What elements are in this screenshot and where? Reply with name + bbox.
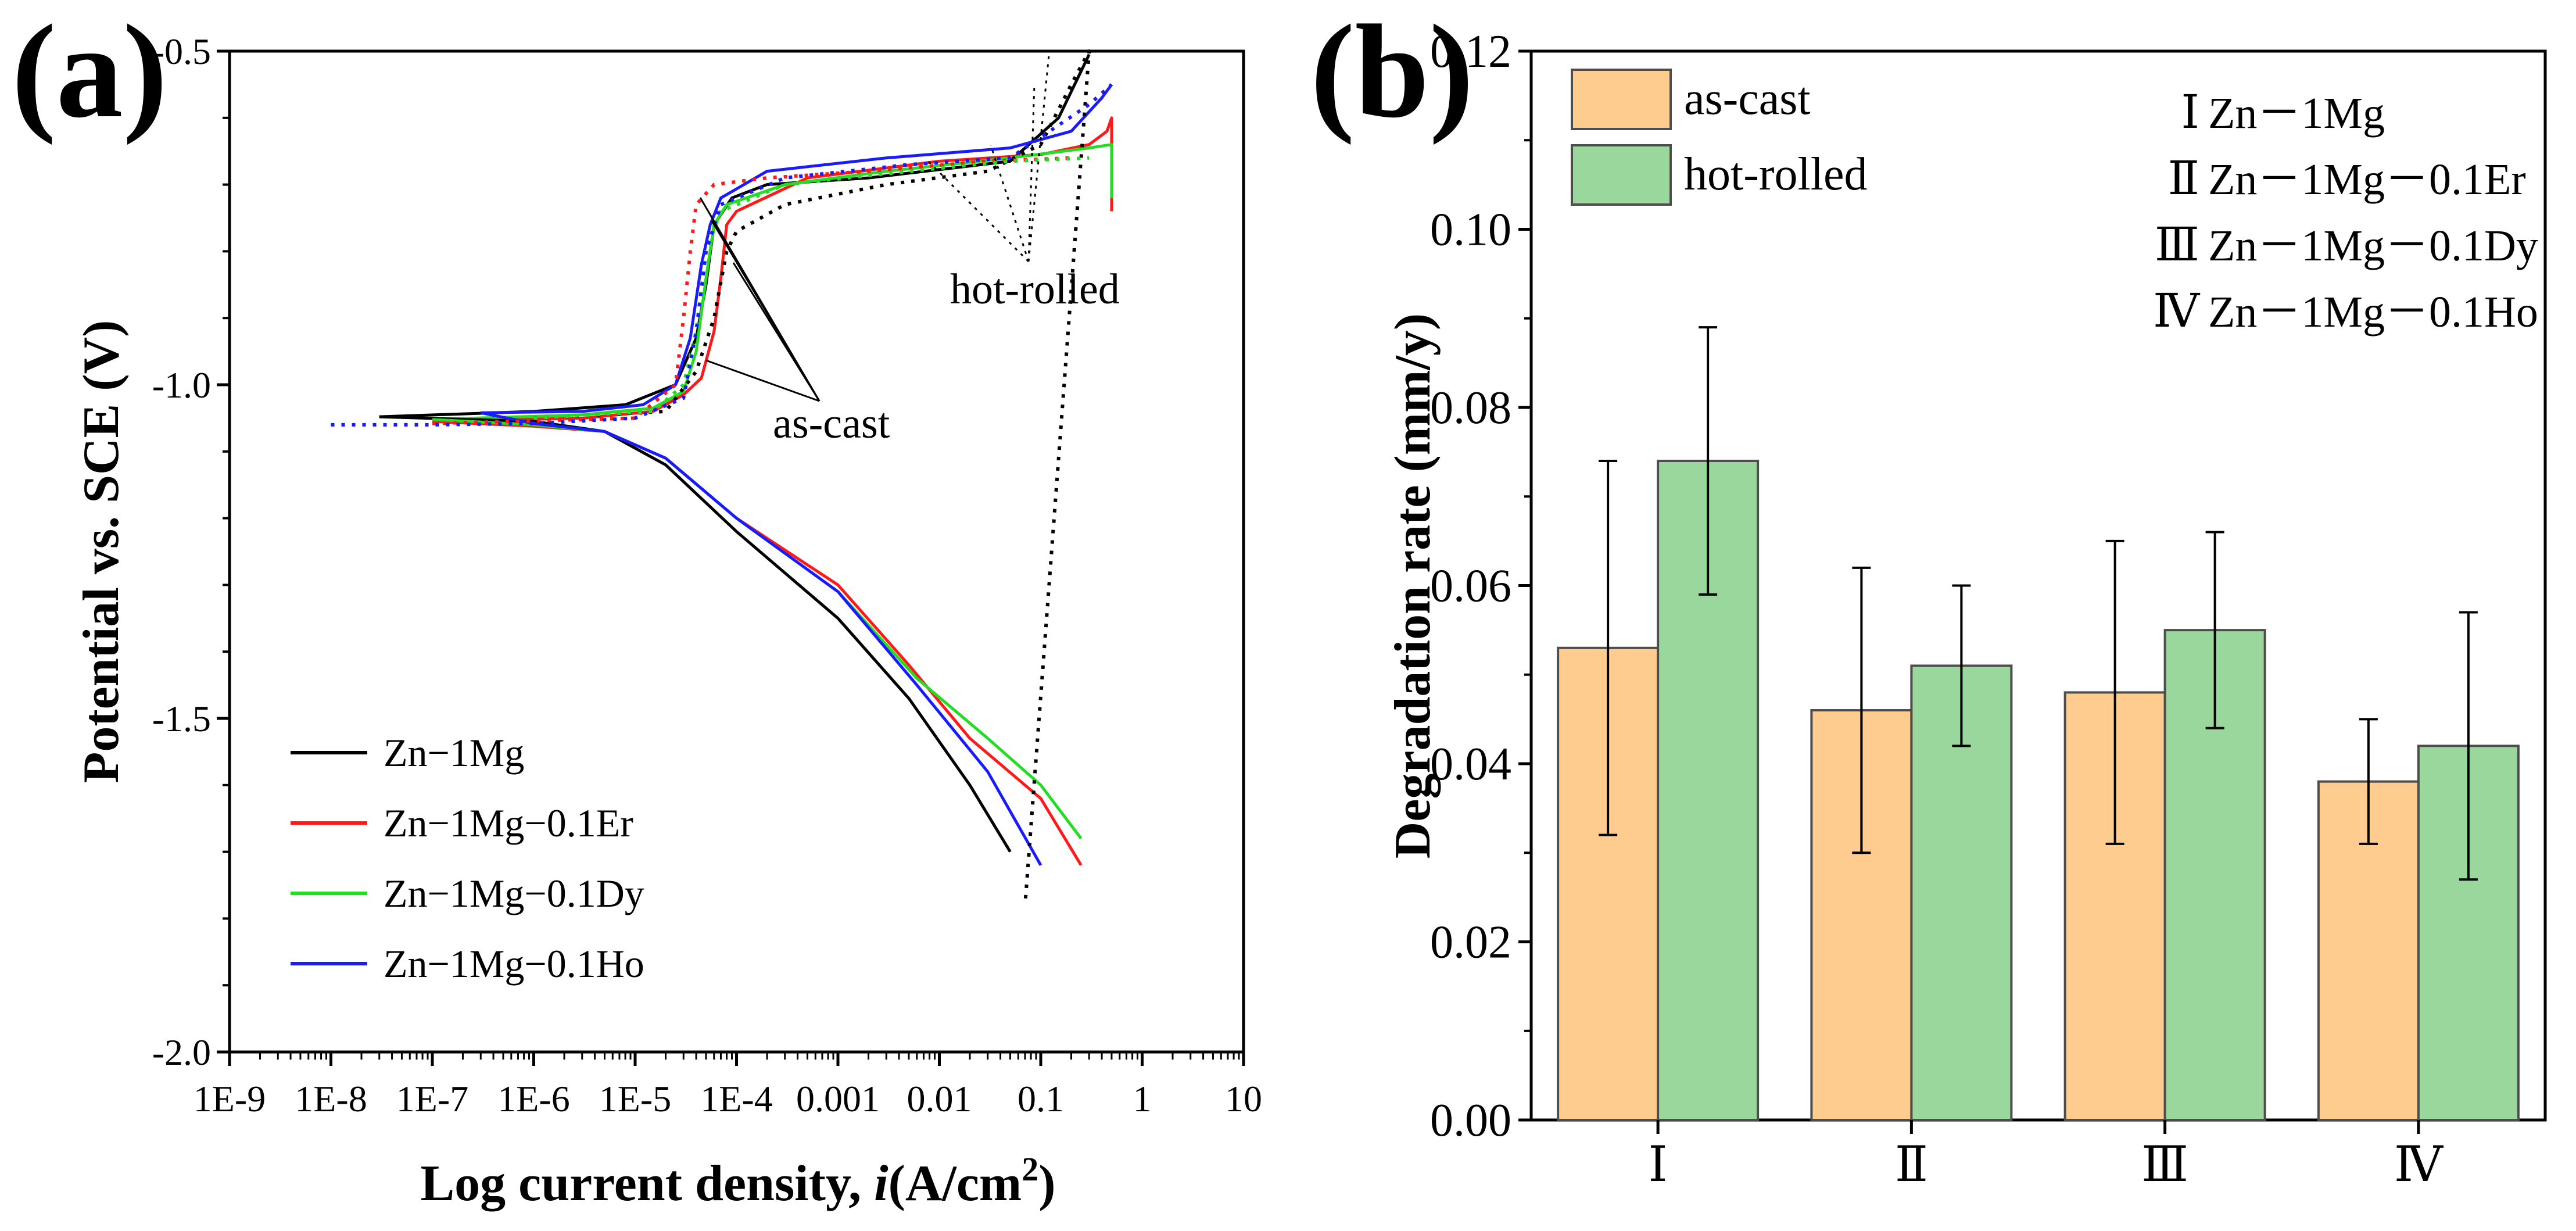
panel-a-series-lines bbox=[331, 49, 1113, 906]
x-tick-label: 1E-4 bbox=[700, 1078, 772, 1119]
series-line bbox=[432, 116, 1113, 423]
x-tick-label: 1E-8 bbox=[295, 1078, 367, 1119]
annotation-as-cast: as-cast bbox=[773, 400, 890, 448]
x-tick-label: 1E-6 bbox=[497, 1078, 569, 1119]
panel-a-x-axis-title: Log current density, i(A/cm2) bbox=[420, 1150, 1055, 1212]
y-tick-label: 0.02 bbox=[1430, 917, 1511, 968]
x-title-unit-close: ) bbox=[1038, 1155, 1055, 1212]
legend-label: Zn−1Mg−0.1Er bbox=[384, 801, 633, 845]
x-tick-label: 1 bbox=[1133, 1078, 1152, 1119]
x-title-superscript: 2 bbox=[1022, 1150, 1038, 1188]
legend-label: Zn−1Mg−0.1Dy bbox=[384, 871, 644, 915]
y-tick-label: 0.08 bbox=[1430, 382, 1511, 434]
y-tick-label: -2.0 bbox=[152, 1032, 211, 1073]
x-title-main: Log current density, bbox=[420, 1155, 874, 1212]
y-tick-label: -1.5 bbox=[152, 698, 211, 739]
x-tick-label: 0.001 bbox=[796, 1078, 880, 1119]
hot-rolled-leader bbox=[926, 159, 1030, 263]
panel-b-bar-chart: (b) 0.00 0.02 0.04 0.06 0.08 0.10 0.12 Ⅰ Ⅱ Ⅲ Ⅳ as… bbox=[1310, 0, 2547, 1192]
legend-label: Zn−1Mg bbox=[384, 731, 524, 775]
x-tick-label: Ⅰ bbox=[1649, 1138, 1668, 1192]
series-line bbox=[432, 418, 1083, 840]
key-numeral: Ⅰ bbox=[2181, 87, 2199, 138]
panel-b-x-axis: Ⅰ Ⅱ Ⅲ Ⅳ bbox=[1649, 1120, 2444, 1192]
panel-a-y-axis-title: Potential vs. SCE (V) bbox=[73, 320, 130, 783]
key-text: Zn－1Mg－0.1Ho bbox=[2208, 288, 2538, 337]
series-line bbox=[379, 53, 1091, 418]
x-tick-label: 1E-7 bbox=[396, 1078, 468, 1119]
panel-b-legend: as-cast hot-rolled bbox=[1571, 69, 1867, 206]
series-line bbox=[533, 156, 1090, 420]
series-line bbox=[480, 411, 1042, 866]
hot-rolled-leader bbox=[1027, 84, 1036, 262]
panel-a-annotation-leaders bbox=[699, 55, 1050, 402]
y-tick-label: 0.06 bbox=[1430, 561, 1511, 612]
y-tick-label: -0.5 bbox=[152, 31, 211, 72]
x-tick-label: 0.1 bbox=[1017, 1078, 1064, 1119]
series-line bbox=[481, 83, 1113, 414]
legend-label: Zn−1Mg−0.1Ho bbox=[384, 942, 644, 986]
x-tick-label: Ⅳ bbox=[2394, 1138, 2444, 1192]
series-line bbox=[533, 49, 1091, 906]
y-tick-label: 0.04 bbox=[1430, 739, 1511, 790]
legend-label: as-cast bbox=[1684, 73, 1811, 124]
x-title-unit: (A/cm bbox=[888, 1155, 1022, 1212]
panel-a-label: (a) bbox=[12, 0, 167, 145]
key-numeral: Ⅱ bbox=[2168, 153, 2199, 205]
x-title-italic: i bbox=[874, 1155, 888, 1212]
panel-b-label: (b) bbox=[1310, 0, 1474, 145]
legend-label: hot-rolled bbox=[1684, 149, 1867, 200]
key-numeral: Ⅳ bbox=[2153, 286, 2201, 337]
key-text: Zn－1Mg bbox=[2208, 89, 2385, 138]
series-line bbox=[331, 83, 1113, 427]
x-tick-label: 10 bbox=[1225, 1078, 1262, 1119]
panel-a-legend: Zn−1Mg Zn−1Mg−0.1Er Zn−1Mg−0.1Dy Zn−1Mg−0.1… bbox=[291, 731, 644, 986]
panel-b-bars bbox=[1557, 326, 2520, 1122]
x-tick-label: Ⅲ bbox=[2141, 1138, 2188, 1192]
x-tick-label: 1E-9 bbox=[194, 1078, 266, 1119]
y-tick-label: 0.00 bbox=[1430, 1095, 1511, 1146]
panel-b-y-axis: 0.00 0.02 0.04 0.06 0.08 0.10 0.12 bbox=[1430, 26, 1531, 1146]
key-text: Zn－1Mg－0.1Dy bbox=[2208, 221, 2538, 270]
legend-swatch bbox=[1571, 144, 1672, 206]
key-numeral: Ⅲ bbox=[2155, 220, 2199, 271]
panel-a-y-axis: -0.5 -1.0 -1.5 -2.0 bbox=[152, 31, 230, 1073]
x-tick-label: 1E-5 bbox=[599, 1078, 671, 1119]
as-cast-leader bbox=[705, 359, 820, 402]
panel-a-x-axis: 1E-9 1E-8 1E-7 1E-6 1E-5 1E-4 0.001 0.01 0.1 1 10 bbox=[194, 1052, 1262, 1119]
y-tick-label: -1.0 bbox=[152, 364, 211, 406]
panel-a-polarization-chart: (a) -0.5-1.0-1.5-2.0 1E-9 1E-8 1E-7 1E-6 1E-… bbox=[12, 0, 1262, 1212]
series-line bbox=[432, 420, 1083, 866]
x-tick-label: 0.01 bbox=[907, 1078, 972, 1119]
y-tick-label: 0.10 bbox=[1430, 205, 1511, 256]
hot-rolled-leader bbox=[1027, 55, 1050, 262]
as-cast-leader bbox=[732, 262, 821, 402]
panel-b-y-axis-title: Degradation rate (mm/y) bbox=[1385, 313, 1441, 858]
legend-swatch bbox=[1571, 69, 1672, 130]
x-tick-label: Ⅱ bbox=[1895, 1138, 1928, 1192]
annotation-hot-rolled: hot-rolled bbox=[950, 266, 1120, 313]
key-text: Zn－1Mg－0.1Er bbox=[2208, 155, 2526, 204]
y-tick-label: 0.12 bbox=[1430, 26, 1511, 77]
